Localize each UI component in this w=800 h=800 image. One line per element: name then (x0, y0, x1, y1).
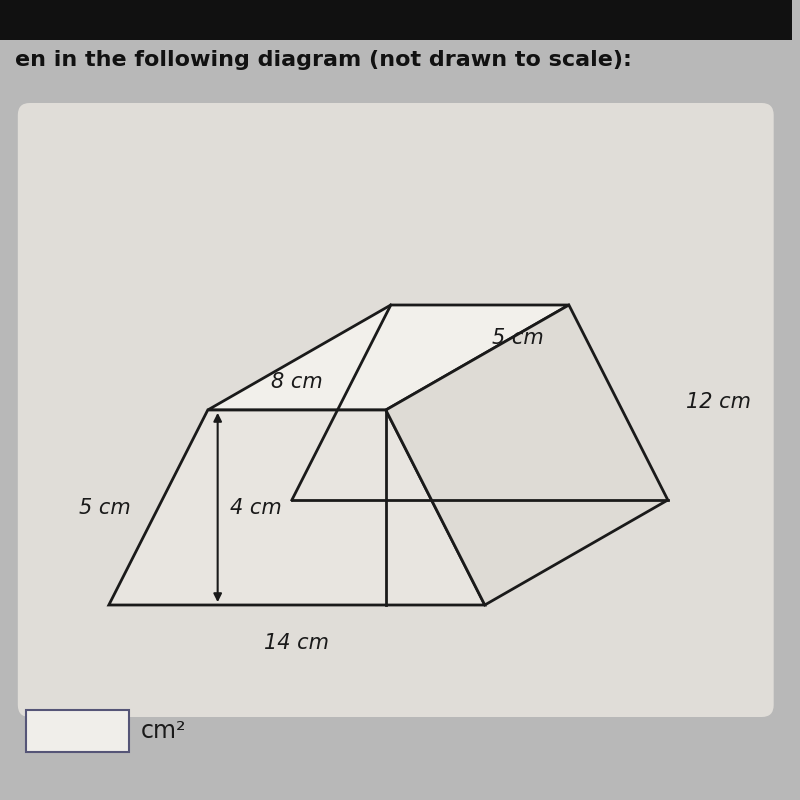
Text: 4 cm: 4 cm (230, 498, 282, 518)
Text: cm²: cm² (141, 719, 186, 743)
Polygon shape (109, 410, 485, 605)
Polygon shape (208, 305, 569, 410)
Text: en in the following diagram (not drawn to scale):: en in the following diagram (not drawn t… (15, 50, 632, 70)
FancyBboxPatch shape (18, 103, 774, 717)
FancyBboxPatch shape (26, 710, 129, 752)
Text: 5 cm: 5 cm (79, 498, 130, 518)
Text: 12 cm: 12 cm (686, 393, 750, 413)
Polygon shape (386, 305, 668, 605)
Text: 14 cm: 14 cm (264, 633, 330, 653)
Bar (0, 0, 791, 40)
Text: 5 cm: 5 cm (492, 327, 544, 347)
Text: 8 cm: 8 cm (271, 372, 322, 392)
